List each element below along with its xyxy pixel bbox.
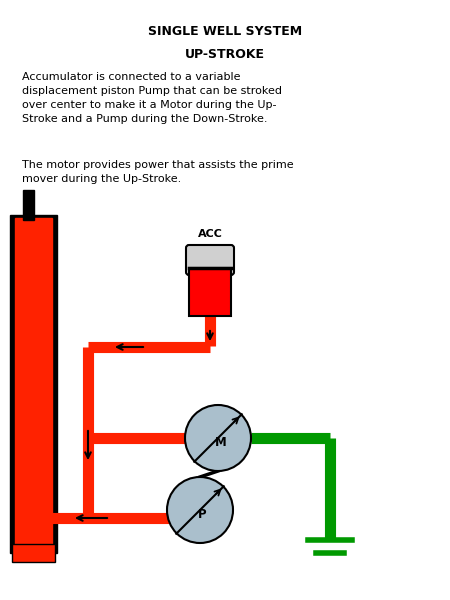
Text: P: P [198,509,206,521]
FancyBboxPatch shape [10,215,57,553]
Text: Accumulator is connected to a variable
displacement piston Pump that can be stro: Accumulator is connected to a variable d… [22,72,282,124]
Text: SINGLE WELL SYSTEM: SINGLE WELL SYSTEM [148,25,302,38]
Text: UP-STROKE: UP-STROKE [185,48,265,61]
Text: M: M [215,436,227,449]
FancyBboxPatch shape [186,245,234,275]
FancyBboxPatch shape [189,268,231,316]
FancyBboxPatch shape [12,544,55,562]
Text: The motor provides power that assists the prime
mover during the Up-Stroke.: The motor provides power that assists th… [22,160,293,184]
Text: ACC: ACC [198,229,222,239]
FancyBboxPatch shape [23,190,34,220]
FancyBboxPatch shape [15,218,52,548]
Circle shape [185,405,251,471]
Circle shape [167,477,233,543]
